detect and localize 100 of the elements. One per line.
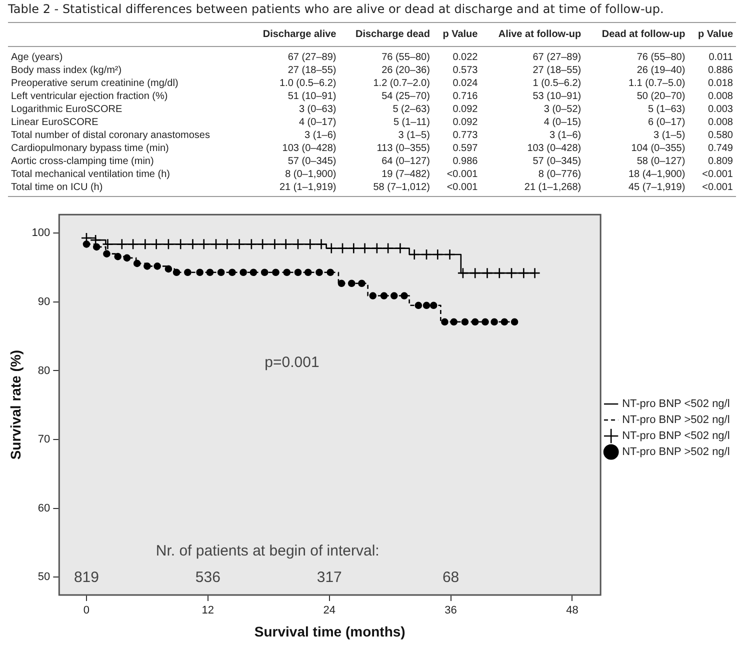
text: 103 (0–428) — [282, 143, 336, 154]
text: <0.001 — [446, 182, 478, 193]
x-tick-label: 0 — [83, 604, 90, 617]
text: 0.597 — [452, 143, 478, 154]
x-tick-label: 24 — [323, 604, 336, 617]
category-label: Total mechanical ventilation time (h) — [11, 169, 170, 180]
text: <0.001 — [702, 169, 733, 180]
text: 3 (0–52) — [544, 104, 582, 115]
category-label: Total number of distal coronary anastomoses — [11, 130, 210, 141]
text: 21 (1–1,919) — [280, 182, 336, 193]
y-tick-label: 90 — [38, 296, 50, 308]
y-tick-label: 70 — [38, 434, 50, 446]
text: 1.2 (0.7–2.0) — [373, 78, 430, 89]
text: 1.0 (0.5–6.2) — [280, 78, 336, 89]
category-label: Logarithmic EuroSCORE — [11, 104, 122, 115]
text: 0.749 — [708, 143, 733, 154]
text: 51 (10–91) — [288, 91, 336, 102]
text: 58 (0–127) — [636, 156, 686, 167]
text: 3 (1–5) — [398, 130, 430, 141]
text: 3 (1–6) — [549, 130, 582, 141]
point — [471, 318, 479, 326]
text: 54 (25–70) — [382, 91, 430, 102]
category-label: Aortic cross-clamping time (min) — [11, 156, 154, 167]
text: 45 (7–1,919) — [628, 182, 686, 193]
legend-label: NT-pro BNP >502 ng/l — [622, 414, 730, 426]
text: 27 (18–55) — [532, 65, 582, 76]
category-label: p Value — [688, 22, 736, 46]
y-axis-title: Survival rate (%) — [7, 350, 24, 460]
annotation: 317 — [316, 569, 342, 586]
annotation: 68 — [442, 569, 460, 586]
point — [441, 318, 448, 326]
x-tick-label: 36 — [444, 604, 457, 617]
text: 0.018 — [708, 78, 733, 89]
text: 0.573 — [452, 65, 478, 76]
text: 53 (10–91) — [532, 91, 582, 102]
point — [510, 318, 518, 326]
text: Table 2 - Statistical differences between patients who are alive or dead at discharge and at time of follow-up. — [8, 2, 665, 16]
legend-label: NT-pro BNP >502 ng/l — [622, 446, 730, 458]
category-label: Discharge dead — [339, 22, 433, 46]
category-label: Total time on ICU (h) — [11, 182, 103, 193]
text: 4 (0–17) — [298, 117, 336, 128]
text: 64 (0–127) — [382, 156, 430, 167]
x-axis-title: Survival time (months) — [254, 623, 406, 640]
text: 0.986 — [452, 156, 478, 167]
text: 67 (27–89) — [532, 52, 582, 63]
annotation: 536 — [195, 569, 220, 586]
text: 67 (27–89) — [288, 52, 336, 63]
text: 18 (4–1,900) — [628, 169, 686, 180]
text: 0.011 — [708, 52, 733, 63]
text: 0.092 — [452, 104, 478, 115]
legend-label: NT-pro BNP <502 ng/l — [622, 430, 730, 442]
text: 5 (2–63) — [392, 104, 430, 115]
y-tick-label: 100 — [32, 227, 50, 240]
point — [422, 302, 430, 310]
text: 19 (7–482) — [382, 169, 430, 180]
text: 57 (0–345) — [288, 156, 336, 167]
point — [490, 318, 498, 326]
y-tick-label: 80 — [38, 364, 50, 377]
y-tick-label: 50 — [38, 571, 50, 584]
annotation: p=0.001 — [264, 354, 320, 372]
text: 3 (1–6) — [304, 130, 336, 141]
point — [450, 318, 458, 326]
category-label: p Value — [432, 22, 481, 46]
text: 21 (1–1,268) — [524, 182, 582, 193]
text: 104 (0–355) — [631, 143, 686, 154]
text: 0.024 — [452, 78, 478, 89]
text: 76 (55–80) — [382, 52, 430, 63]
text: 0.886 — [708, 65, 733, 76]
point — [430, 302, 438, 310]
text: 5 (1–63) — [648, 104, 686, 115]
text: 26 (19–40) — [636, 65, 686, 76]
text: 76 (55–80) — [636, 52, 686, 63]
x-tick-label: 12 — [202, 604, 214, 617]
text: 0.092 — [452, 117, 478, 128]
text: 0.580 — [708, 130, 733, 141]
category-label: Discharge alive — [246, 22, 340, 46]
category-label: Body mass index (kg/m²) — [11, 65, 122, 76]
point — [500, 318, 508, 326]
text: 5 (1–11) — [393, 117, 430, 128]
text: 50 (20–70) — [636, 91, 686, 102]
text: 58 (7–1,012) — [373, 182, 430, 193]
text: 3 (0–63) — [298, 104, 336, 115]
category-label: Preoperative serum creatinine (mg/dl) — [11, 78, 178, 89]
annotation: Nr. of patients at begin of interval: — [156, 542, 380, 560]
category-label: Left ventricular ejection fraction (%) — [11, 91, 168, 102]
text: 0.022 — [452, 52, 478, 63]
x-tick-label: 48 — [566, 604, 578, 617]
text: 0.003 — [708, 104, 733, 115]
category-label: Age (years) — [11, 52, 63, 63]
point — [114, 252, 122, 260]
text: 0.773 — [452, 130, 478, 141]
legend-label: NT-pro BNP <502 ng/l — [622, 398, 730, 410]
text: 6 (0–17) — [648, 117, 686, 128]
point — [461, 318, 469, 326]
text: 27 (18–55) — [288, 65, 336, 76]
point — [414, 302, 422, 310]
text: 3 (1–5) — [654, 130, 686, 141]
text: 26 (20–36) — [382, 65, 430, 76]
text: 8 (0–1,900) — [285, 169, 336, 180]
text: 103 (0–428) — [527, 143, 582, 154]
